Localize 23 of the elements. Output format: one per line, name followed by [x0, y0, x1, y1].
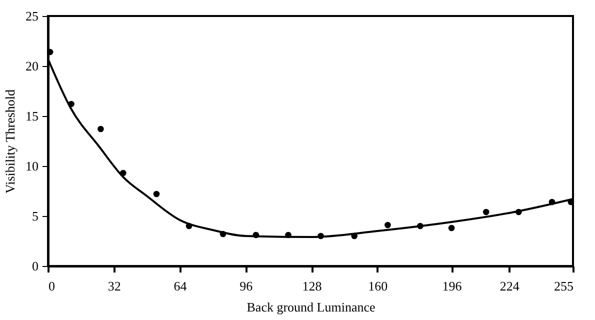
x-tick-label: 64: [174, 278, 188, 294]
y-tick-label: 20: [26, 58, 38, 74]
x-tick-label: 128: [302, 278, 322, 294]
x-tick-label: 32: [108, 278, 121, 294]
y-tick-label: 5: [32, 208, 38, 224]
x-tick-label: 255: [554, 278, 574, 294]
point: [98, 126, 104, 132]
y-tick-label: 10: [26, 158, 38, 174]
point: [153, 190, 160, 198]
point: [448, 224, 455, 232]
y-tick-label: 15: [26, 108, 38, 124]
x-axis-title: Back ground Luminance: [246, 300, 376, 314]
x-tick-label: 224: [500, 278, 520, 294]
x-tick-label: 0: [48, 278, 55, 294]
x-tick-label: 96: [240, 278, 254, 294]
point: [46, 48, 54, 56]
y-tick-label: 25: [26, 8, 38, 24]
point: [482, 208, 490, 216]
x-tick-label: 160: [368, 278, 388, 294]
point: [384, 222, 391, 228]
y-tick-label: 0: [32, 258, 38, 274]
y-axis-title: Visibility Threshold: [2, 88, 18, 194]
x-tick-label: 196: [442, 278, 462, 294]
